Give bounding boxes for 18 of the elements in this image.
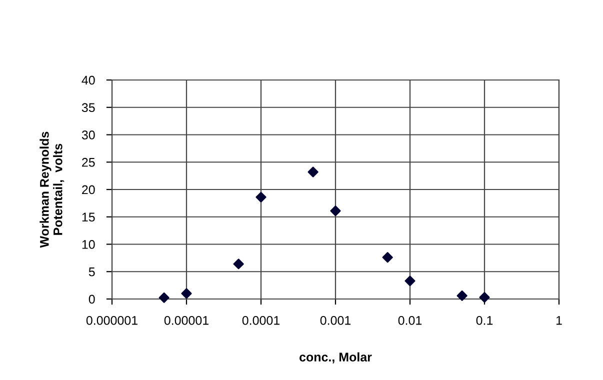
y-tick-label: 30 — [82, 130, 95, 140]
y-tick-label: 40 — [82, 76, 95, 85]
x-tick-label: 0.00001 — [164, 316, 208, 325]
y-tick-label: 25 — [82, 158, 95, 167]
y-tick-label: 35 — [82, 103, 95, 112]
y-tick-label: 5 — [88, 268, 95, 276]
y-axis-title: Workman Reynolds Potentail, volts — [40, 132, 64, 248]
y-tick-label: 15 — [82, 212, 95, 222]
x-tick-label: 1 — [556, 316, 562, 325]
x-tick-label: 0.0001 — [242, 316, 280, 325]
x-tick-label: 0.1 — [476, 316, 493, 325]
x-tick-label: 0.000001 — [86, 316, 138, 325]
x-axis-title: conc., Molar — [300, 352, 372, 364]
y-tick-label: 10 — [82, 240, 95, 249]
x-tick-label: 0.01 — [398, 316, 422, 325]
x-tick-label: 0.001 — [320, 316, 351, 325]
y-tick-label: 20 — [82, 185, 95, 194]
y-tick-label: 0 — [88, 294, 95, 304]
